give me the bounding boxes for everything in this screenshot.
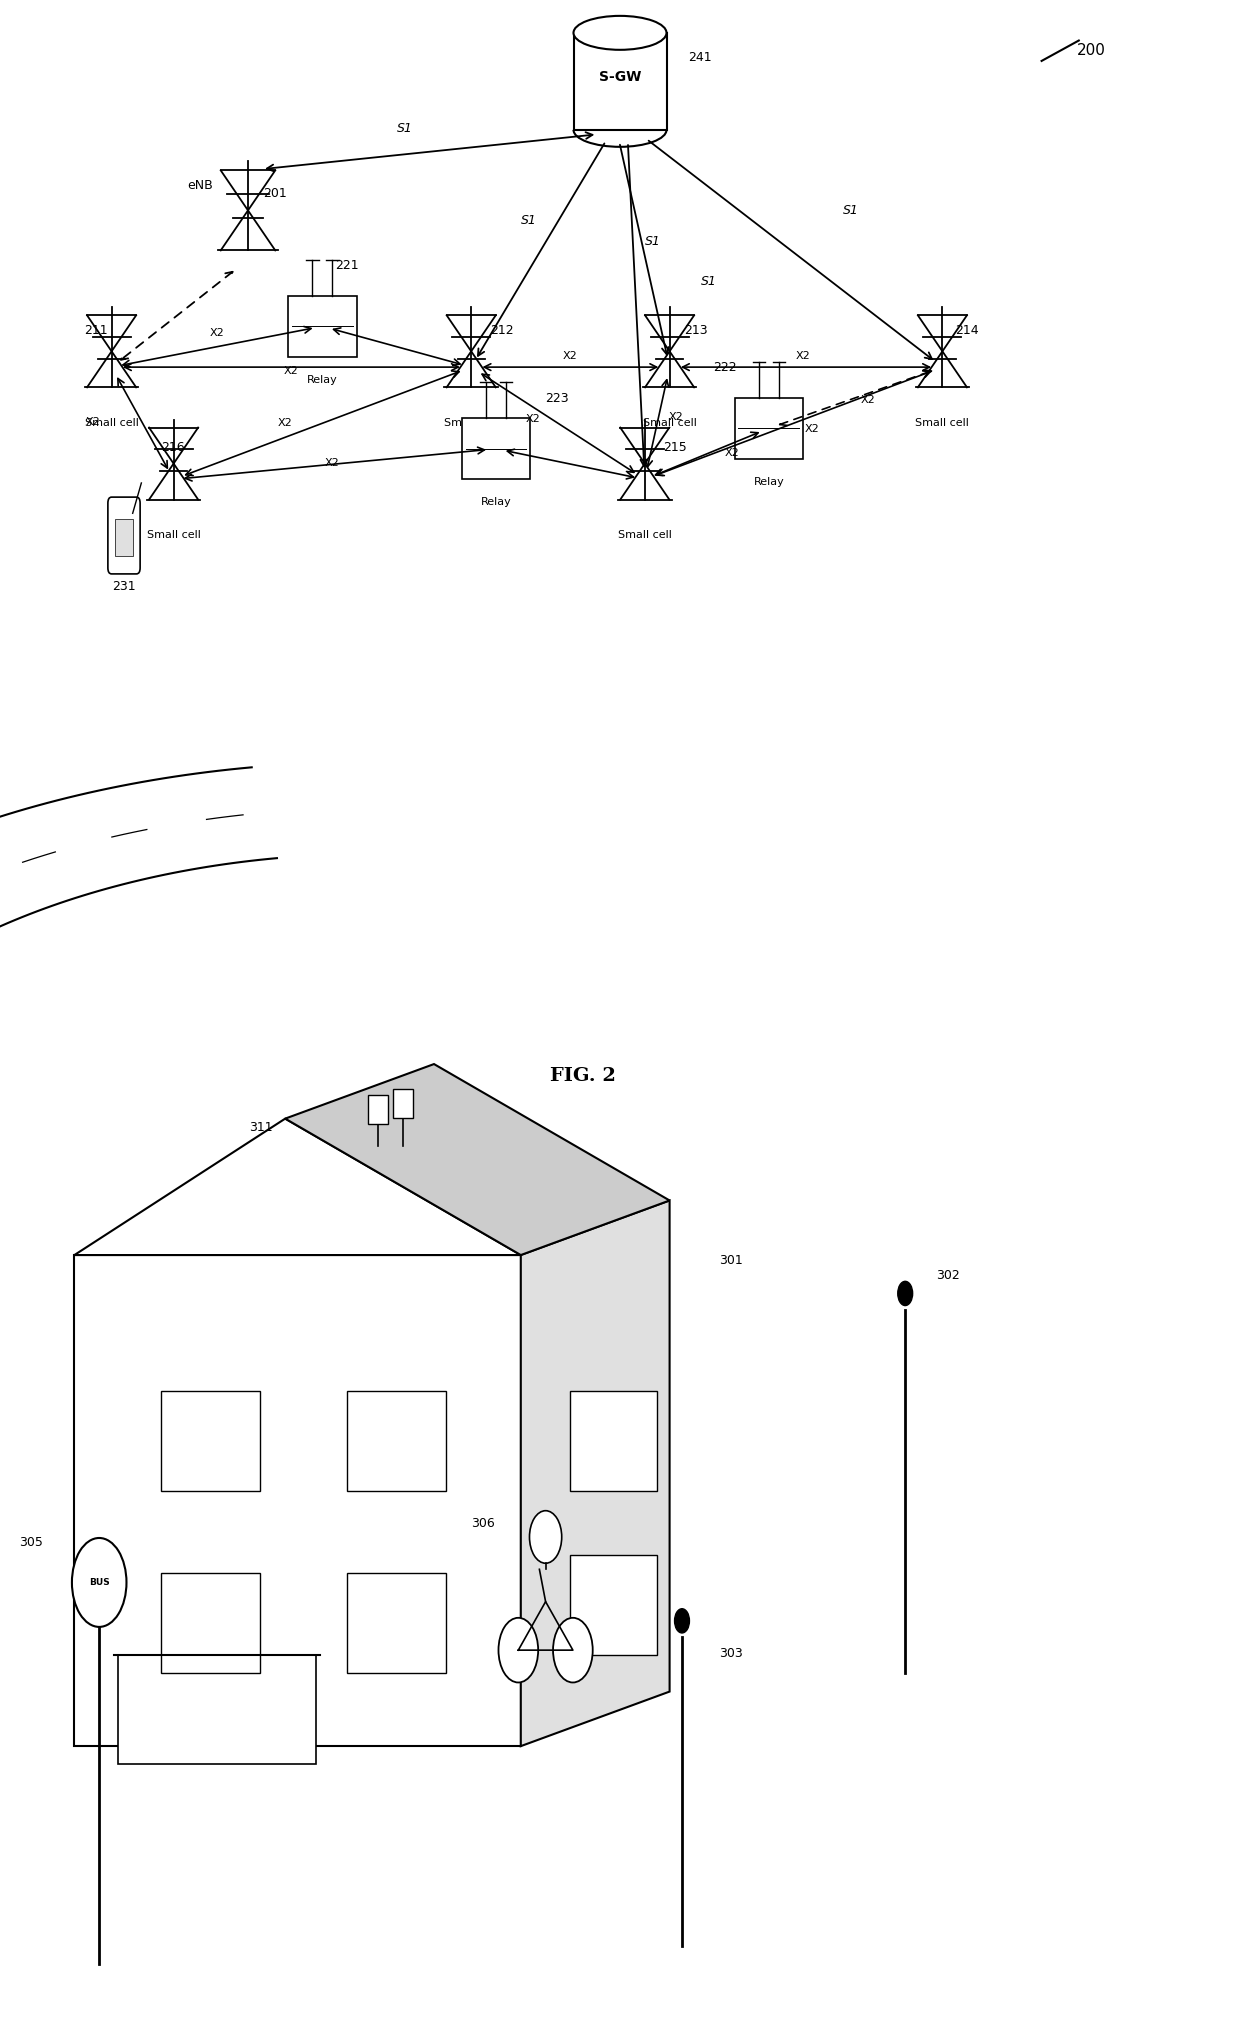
Text: 301: 301 bbox=[719, 1255, 743, 1267]
Text: eNB: eNB bbox=[187, 180, 213, 192]
Text: X2: X2 bbox=[724, 449, 739, 459]
Text: S1: S1 bbox=[701, 275, 717, 289]
FancyBboxPatch shape bbox=[288, 295, 357, 356]
Bar bbox=[115, 519, 133, 556]
Text: 303: 303 bbox=[719, 1647, 743, 1659]
FancyBboxPatch shape bbox=[461, 418, 531, 479]
FancyBboxPatch shape bbox=[734, 398, 804, 459]
Text: X2: X2 bbox=[805, 424, 820, 435]
Text: X2: X2 bbox=[526, 414, 541, 424]
Bar bbox=[118, 1655, 316, 1764]
Polygon shape bbox=[285, 1063, 670, 1255]
Text: X2: X2 bbox=[796, 352, 811, 362]
Bar bbox=[573, 32, 667, 129]
Circle shape bbox=[498, 1617, 538, 1681]
Circle shape bbox=[675, 1609, 689, 1633]
Text: S1: S1 bbox=[843, 204, 859, 216]
Text: Small cell: Small cell bbox=[84, 418, 139, 428]
Text: 200: 200 bbox=[1076, 42, 1106, 59]
Ellipse shape bbox=[573, 16, 667, 51]
Text: 231: 231 bbox=[112, 580, 136, 592]
Text: 215: 215 bbox=[663, 441, 687, 453]
Circle shape bbox=[898, 1281, 913, 1306]
Bar bbox=[368, 1095, 388, 1124]
Bar bbox=[570, 1390, 657, 1491]
Text: 241: 241 bbox=[688, 51, 712, 63]
Text: Small cell: Small cell bbox=[618, 530, 672, 540]
Text: X2: X2 bbox=[325, 459, 340, 469]
Polygon shape bbox=[521, 1200, 670, 1746]
Text: 306: 306 bbox=[471, 1518, 495, 1530]
Text: X2: X2 bbox=[861, 394, 875, 404]
Bar bbox=[161, 1390, 260, 1491]
Text: 216: 216 bbox=[161, 441, 185, 453]
Text: 305: 305 bbox=[20, 1536, 43, 1548]
Text: 214: 214 bbox=[955, 323, 978, 338]
Bar bbox=[347, 1572, 446, 1673]
Text: 223: 223 bbox=[546, 392, 569, 404]
Text: 222: 222 bbox=[713, 362, 737, 374]
Circle shape bbox=[72, 1538, 126, 1627]
Text: Small cell: Small cell bbox=[915, 418, 970, 428]
Bar bbox=[347, 1390, 446, 1491]
Circle shape bbox=[529, 1510, 562, 1564]
Text: Small cell: Small cell bbox=[146, 530, 201, 540]
Text: 311: 311 bbox=[249, 1122, 273, 1134]
Text: Relay: Relay bbox=[754, 477, 784, 487]
Text: X2: X2 bbox=[668, 412, 683, 422]
Text: Small cell: Small cell bbox=[444, 418, 498, 428]
Text: 302: 302 bbox=[936, 1269, 960, 1281]
Text: 212: 212 bbox=[490, 323, 513, 338]
Text: BUS: BUS bbox=[89, 1578, 109, 1586]
FancyBboxPatch shape bbox=[108, 497, 140, 574]
Bar bbox=[393, 1089, 413, 1118]
Text: X2: X2 bbox=[86, 416, 100, 426]
Text: FIG. 2: FIG. 2 bbox=[549, 1067, 616, 1085]
Text: S1: S1 bbox=[521, 214, 537, 226]
Text: Relay: Relay bbox=[308, 374, 337, 384]
Text: S-GW: S-GW bbox=[599, 71, 641, 85]
Text: X2: X2 bbox=[563, 352, 578, 362]
Text: 221: 221 bbox=[335, 259, 358, 273]
Polygon shape bbox=[74, 1120, 521, 1255]
Text: Small cell: Small cell bbox=[642, 418, 697, 428]
Text: 211: 211 bbox=[84, 323, 108, 338]
Text: S1: S1 bbox=[645, 234, 661, 249]
Text: Relay: Relay bbox=[481, 497, 511, 507]
Bar bbox=[161, 1572, 260, 1673]
Text: 201: 201 bbox=[263, 188, 286, 200]
Polygon shape bbox=[74, 1255, 521, 1746]
Text: S1: S1 bbox=[397, 123, 413, 135]
Text: X2: X2 bbox=[278, 418, 293, 428]
Text: X2: X2 bbox=[210, 329, 224, 338]
Text: 213: 213 bbox=[684, 323, 708, 338]
Text: X2: X2 bbox=[284, 366, 299, 376]
Circle shape bbox=[553, 1617, 593, 1681]
Bar bbox=[570, 1556, 657, 1655]
